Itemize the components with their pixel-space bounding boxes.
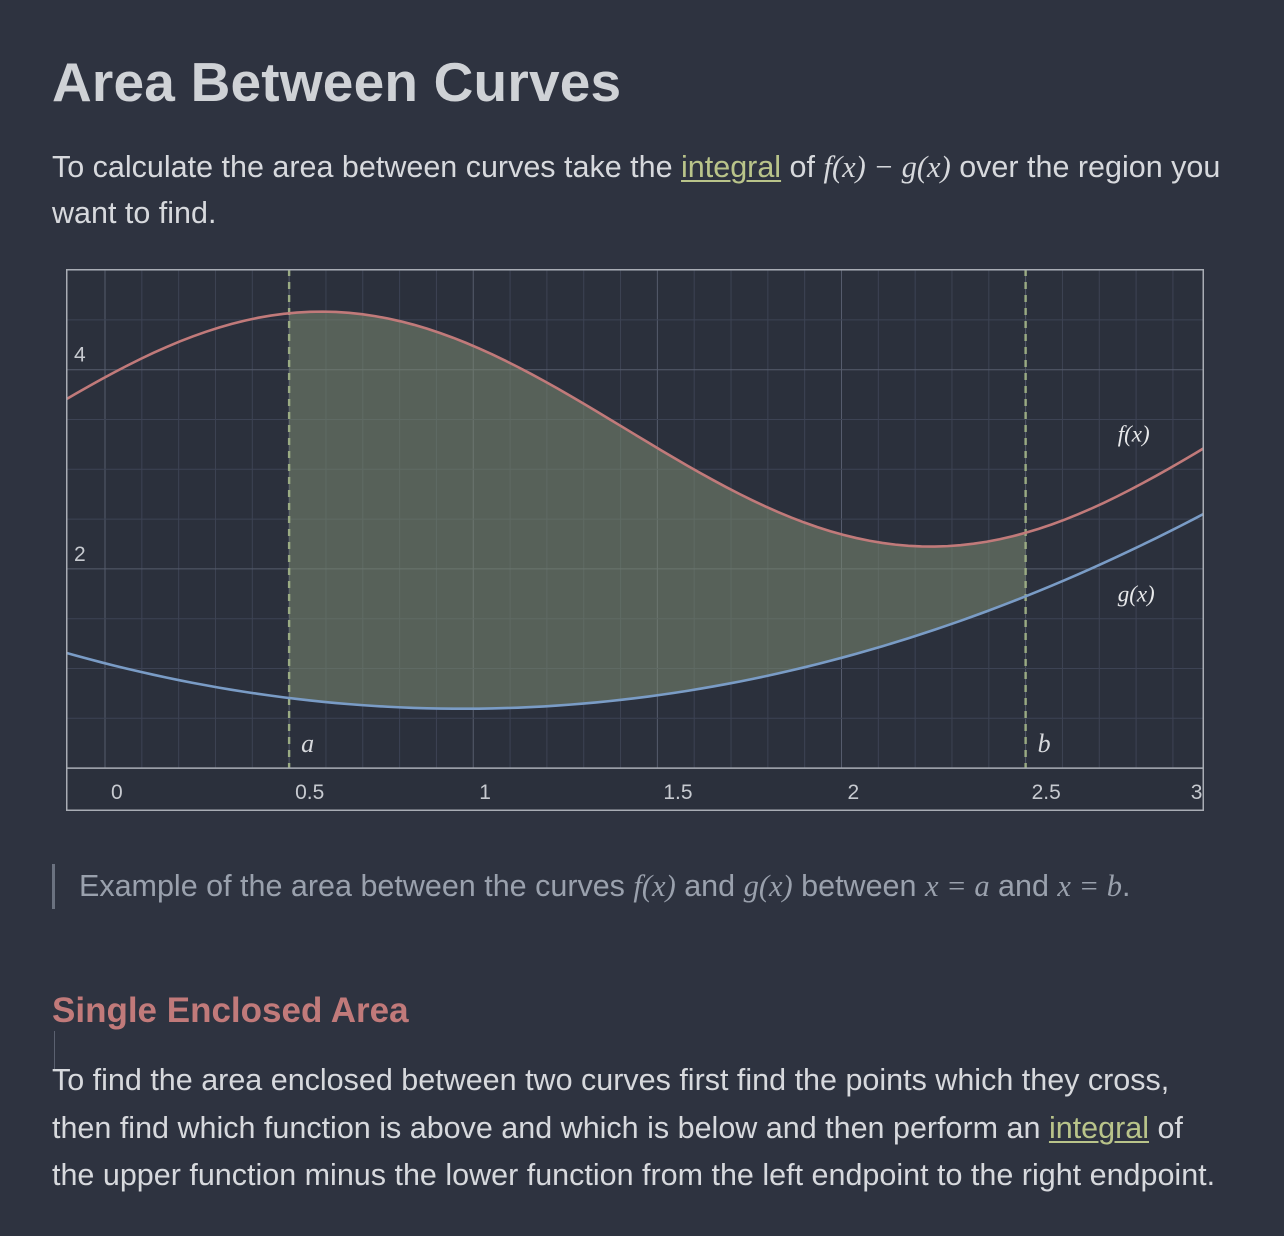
svg-text:f(x): f(x) bbox=[1118, 421, 1150, 446]
svg-text:1: 1 bbox=[479, 781, 491, 804]
svg-text:0.5: 0.5 bbox=[295, 781, 324, 804]
svg-text:2: 2 bbox=[74, 542, 86, 565]
svg-text:0: 0 bbox=[111, 781, 123, 804]
svg-text:b: b bbox=[1038, 729, 1051, 758]
svg-text:a: a bbox=[301, 729, 314, 758]
svg-text:g(x): g(x) bbox=[1118, 581, 1155, 606]
svg-text:1.5: 1.5 bbox=[663, 781, 692, 804]
svg-text:4: 4 bbox=[74, 343, 86, 366]
svg-text:2.5: 2.5 bbox=[1032, 781, 1061, 804]
svg-text:3: 3 bbox=[1191, 781, 1203, 804]
svg-text:2: 2 bbox=[848, 781, 860, 804]
